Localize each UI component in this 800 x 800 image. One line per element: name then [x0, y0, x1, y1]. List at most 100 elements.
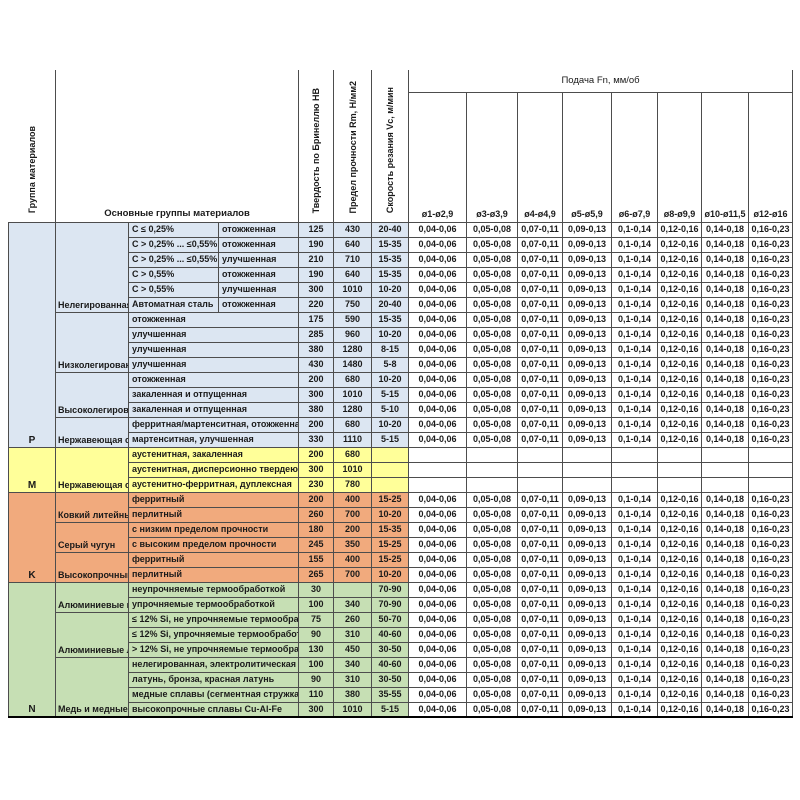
cell-feed-6: [657, 446, 702, 463]
cell-material: улучшенная: [128, 326, 299, 343]
cell-feed-5: [611, 461, 658, 478]
cell-feed-5: 0,1-0,14: [611, 596, 658, 613]
cell-group-letter: K: [8, 491, 56, 583]
cell-hardness: 125: [298, 221, 334, 238]
cell-strength: 680: [333, 371, 372, 388]
cell-feed-4: 0,09-0,13: [562, 416, 612, 433]
cell-strength: [333, 581, 372, 598]
cell-feed-2: 0,05-0,08: [466, 701, 518, 718]
table-row: перлитный 260 700 10-20 0,04-0,06 0,05-0,08 0,…: [9, 506, 794, 523]
cell-feed-5: 0,1-0,14: [611, 236, 658, 253]
cell-hardness: 260: [298, 506, 334, 523]
cell-feed-2: 0,05-0,08: [466, 521, 518, 538]
cell-hardness: 200: [298, 416, 334, 433]
cell-feed-1: 0,04-0,06: [408, 686, 467, 703]
cell-feed-1: 0,04-0,06: [408, 551, 467, 568]
cell-feed-1: 0,04-0,06: [408, 431, 467, 448]
header-strength-label: Предел прочности Rm, Н/мм2: [347, 81, 358, 214]
cell-feed-3: 0,07-0,11: [517, 296, 563, 313]
cell-feed-1: 0,04-0,06: [408, 581, 467, 598]
cell-feed-2: 0,05-0,08: [466, 266, 518, 283]
cell-feed-7: 0,14-0,18: [701, 656, 749, 673]
cell-hardness: 100: [298, 656, 334, 673]
cell-feed-7: 0,14-0,18: [701, 581, 749, 598]
cell-feed-3: 0,07-0,11: [517, 236, 563, 253]
cell-hardness: 180: [298, 521, 334, 538]
cell-feed-2: 0,05-0,08: [466, 581, 518, 598]
cell-feed-5: 0,1-0,14: [611, 641, 658, 658]
cell-feed-2: 0,05-0,08: [466, 281, 518, 298]
cell-feed-4: 0,09-0,13: [562, 626, 612, 643]
header-material-group-label: Группа материалов: [26, 126, 37, 214]
cell-feed-7: 0,14-0,18: [701, 626, 749, 643]
cell-feed-5: 0,1-0,14: [611, 506, 658, 523]
cell-feed-2: 0,05-0,08: [466, 506, 518, 523]
cell-group-name: Низколегированная сталь: [55, 311, 129, 373]
table-row: C > 0,55% отожженная 190 640 15-35 0,04-0,06 0…: [9, 266, 794, 283]
cell-feed-5: 0,1-0,14: [611, 536, 658, 553]
cell-hardness: 430: [298, 356, 334, 373]
cell-strength: 1480: [333, 356, 372, 373]
cell-strength: 350: [333, 536, 372, 553]
cell-feed-4: 0,09-0,13: [562, 221, 612, 238]
cell-strength: 340: [333, 596, 372, 613]
cell-feed-3: 0,07-0,11: [517, 251, 563, 268]
cell-feed-6: [657, 461, 702, 478]
table-row: Высокопрочный чугунферритный15540015-250…: [9, 551, 794, 583]
cell-material: латунь, бронза, красная латунь: [128, 671, 299, 688]
cell-feed-7: 0,14-0,18: [701, 686, 749, 703]
cell-feed-7: 0,14-0,18: [701, 311, 749, 328]
cell-feed-2: 0,05-0,08: [466, 626, 518, 643]
cell-carbon-class: Автоматная сталь: [128, 296, 219, 313]
cell-material: улучшенная: [128, 341, 299, 358]
cell-feed-5: 0,1-0,14: [611, 311, 658, 328]
cell-feed-5: 0,1-0,14: [611, 701, 658, 718]
cell-feed-1: 0,04-0,06: [408, 596, 467, 613]
cell-material: отожженная: [128, 311, 299, 328]
cell-feed-7: 0,14-0,18: [701, 596, 749, 613]
cell-feed-8: 0,16-0,23: [747, 416, 794, 433]
cell-speed: 15-25: [371, 536, 409, 553]
table-row: высокопрочные сплавы Cu-Al-Fe 300 1010 5-15…: [9, 701, 794, 718]
cell-feed-7: 0,14-0,18: [701, 431, 749, 448]
cell-feed-5: 0,1-0,14: [611, 611, 658, 628]
diameter-header-row: ø1-ø2,9 ø3-ø3,9 ø4-ø4,9 ø5-ø5,9 ø6-ø7,9 ø8-ø9…: [9, 92, 794, 223]
cell-feed-6: 0,12-0,16: [657, 401, 702, 418]
cell-feed-6: 0,12-0,16: [657, 326, 702, 343]
cell-feed-4: 0,09-0,13: [562, 386, 612, 403]
cell-strength: 1280: [333, 401, 372, 418]
cell-feed-8: 0,16-0,23: [747, 551, 794, 568]
cell-feed-2: 0,05-0,08: [466, 491, 518, 508]
cell-feed-1: 0,04-0,06: [408, 221, 467, 238]
cell-material: высокопрочные сплавы Cu-Al-Fe: [128, 701, 299, 718]
cell-material: нелегированная, электролитическая медь: [128, 656, 299, 673]
cell-material: перлитный: [128, 506, 299, 523]
cell-feed-6: 0,12-0,16: [657, 431, 702, 448]
cell-group-letter: P: [8, 221, 56, 448]
cell-carbon-class: C > 0,55%: [128, 266, 219, 283]
cell-group-letter: M: [8, 446, 56, 493]
cell-feed-5: 0,1-0,14: [611, 326, 658, 343]
cell-group-name: Алюминиевые кованые сплавы: [55, 581, 129, 613]
cell-feed-5: 0,1-0,14: [611, 281, 658, 298]
cell-feed-5: 0,1-0,14: [611, 566, 658, 583]
cell-feed-8: 0,16-0,23: [747, 641, 794, 658]
cell-feed-1: 0,04-0,06: [408, 416, 467, 433]
cell-feed-8: [747, 461, 794, 478]
cell-hardness: 285: [298, 326, 334, 343]
cell-material: ферритная/мартенситная, отожженная: [128, 416, 299, 433]
cell-feed-8: 0,16-0,23: [747, 326, 794, 343]
cell-feed-5: [611, 446, 658, 463]
cell-feed-8: 0,16-0,23: [747, 626, 794, 643]
cell-feed-4: 0,09-0,13: [562, 566, 612, 583]
cell-hardness: 200: [298, 446, 334, 463]
table-row: упрочняемые термообработкой 100 340 70-90 0,…: [9, 596, 794, 613]
table-row: Низколегированная стальотожженная1755901…: [9, 311, 794, 373]
cell-feed-4: [562, 446, 612, 463]
cell-feed-8: [747, 446, 794, 463]
cell-feed-8: 0,16-0,23: [747, 581, 794, 598]
cell-feed-8: 0,16-0,23: [747, 521, 794, 538]
cell-strength: 450: [333, 641, 372, 658]
cell-feed-2: 0,05-0,08: [466, 341, 518, 358]
cell-feed-6: 0,12-0,16: [657, 536, 702, 553]
